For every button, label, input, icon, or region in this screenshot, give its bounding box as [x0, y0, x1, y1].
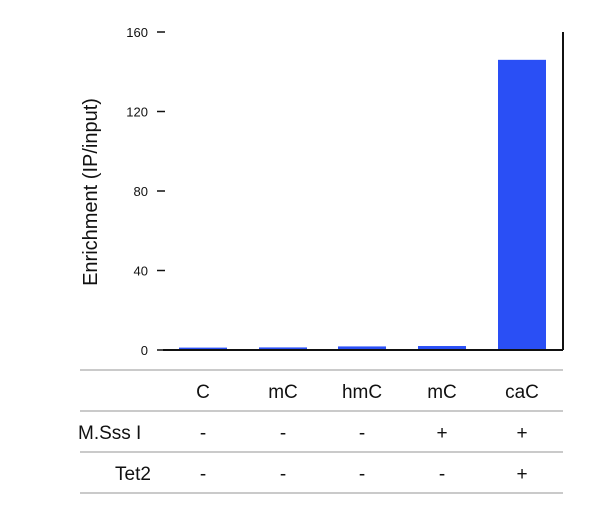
- bar: [179, 347, 227, 350]
- condition-value: -: [439, 464, 445, 485]
- condition-value: +: [436, 423, 447, 444]
- bar: [418, 346, 466, 350]
- condition-value: -: [200, 423, 206, 444]
- condition-value: -: [280, 423, 286, 444]
- condition-value: -: [359, 423, 365, 444]
- y-axis-title: Enrichment (IP/input): [80, 98, 102, 286]
- condition-value: -: [280, 464, 286, 485]
- x-category-label: mC: [268, 382, 298, 403]
- y-tick-label: 40: [134, 264, 148, 279]
- x-category-label: caC: [505, 382, 539, 403]
- bar: [498, 59, 546, 350]
- condition-row-label: Tet2: [115, 464, 151, 485]
- x-category-label: mC: [427, 382, 457, 403]
- condition-value: +: [516, 464, 527, 485]
- condition-value: +: [516, 423, 527, 444]
- y-tick-label: 80: [134, 184, 148, 199]
- bar: [338, 346, 386, 350]
- condition-value: -: [359, 464, 365, 485]
- y-tick-label: 0: [141, 343, 148, 358]
- y-tick-label: 160: [126, 25, 148, 40]
- y-tick-label: 120: [126, 105, 148, 120]
- bars: [179, 59, 546, 350]
- y-axis-ticks: 0 40 80 120 160: [126, 25, 165, 358]
- x-category-label: C: [196, 382, 210, 403]
- condition-row-label: M.Sss I: [78, 423, 141, 444]
- bar: [259, 347, 307, 350]
- x-category-label: hmC: [342, 382, 382, 403]
- condition-value: -: [200, 464, 206, 485]
